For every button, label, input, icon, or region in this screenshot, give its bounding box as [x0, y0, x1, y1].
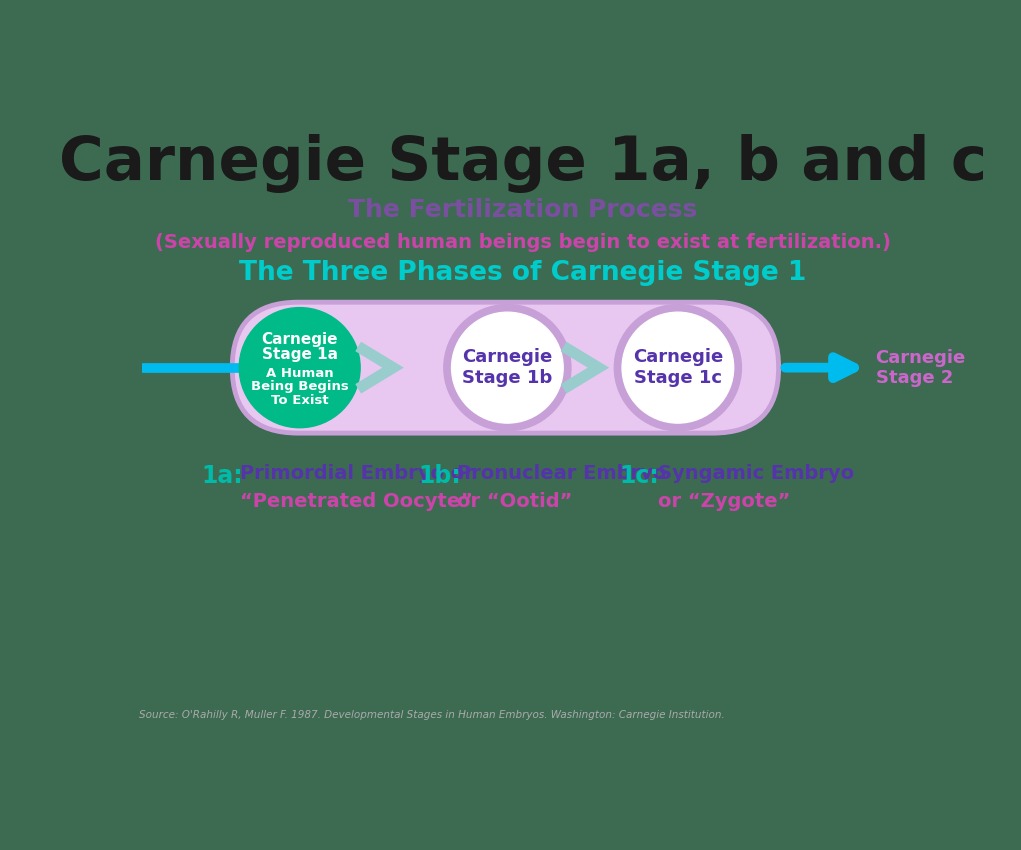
Text: Being Begins: Being Begins — [251, 381, 348, 394]
Text: Carnegie: Carnegie — [261, 332, 338, 347]
Text: “Penetrated Oocyte”: “Penetrated Oocyte” — [240, 491, 473, 511]
Circle shape — [239, 308, 360, 428]
Text: Stage 2: Stage 2 — [875, 369, 953, 387]
Text: Stage 1b: Stage 1b — [463, 370, 552, 388]
Text: Carnegie Stage 1a, b and c: Carnegie Stage 1a, b and c — [59, 134, 987, 193]
Circle shape — [451, 312, 564, 423]
Text: Carnegie: Carnegie — [633, 348, 723, 366]
Text: or “Ootid”: or “Ootid” — [457, 491, 573, 511]
Text: Stage 1a: Stage 1a — [261, 347, 338, 362]
Text: Carnegie: Carnegie — [875, 348, 966, 366]
Text: The Three Phases of Carnegie Stage 1: The Three Phases of Carnegie Stage 1 — [239, 260, 807, 286]
Text: Pronuclear Embryo: Pronuclear Embryo — [457, 464, 667, 483]
Text: Stage 1c: Stage 1c — [634, 370, 722, 388]
Text: (Sexually reproduced human beings begin to exist at fertilization.): (Sexually reproduced human beings begin … — [155, 233, 890, 252]
Text: 1c:: 1c: — [620, 464, 660, 488]
Text: or “Zygote”: or “Zygote” — [659, 491, 791, 511]
Text: A Human: A Human — [265, 366, 334, 380]
Text: 1a:: 1a: — [201, 464, 243, 488]
Text: To Exist: To Exist — [271, 394, 329, 407]
Circle shape — [444, 304, 571, 431]
Text: The Fertilization Process: The Fertilization Process — [348, 198, 697, 222]
Circle shape — [622, 312, 734, 423]
Text: Source: O'Rahilly R, Muller F. 1987. Developmental Stages in Human Embryos. Wash: Source: O'Rahilly R, Muller F. 1987. Dev… — [139, 710, 725, 720]
Circle shape — [615, 304, 741, 431]
Text: Primordial Embryo or: Primordial Embryo or — [240, 464, 474, 483]
Text: Syngamic Embryo: Syngamic Embryo — [659, 464, 855, 483]
Text: 1b:: 1b: — [419, 464, 461, 488]
Text: Carnegie: Carnegie — [463, 348, 552, 366]
FancyBboxPatch shape — [232, 303, 779, 434]
